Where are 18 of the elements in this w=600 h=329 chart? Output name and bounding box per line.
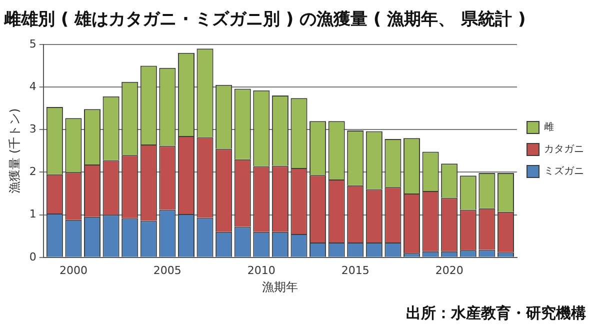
y-tick-label: 5	[29, 37, 36, 50]
x-tick-label: 2020	[435, 264, 464, 277]
x-tick-label: 2010	[247, 264, 276, 277]
x-axis-title: 漁期年	[262, 280, 298, 294]
x-tick-label: 2000	[59, 264, 88, 277]
y-tick-label: 1	[29, 208, 36, 221]
y-tick-label: 0	[29, 250, 36, 264]
legend-label: 雌	[544, 121, 554, 134]
y-tick-label: 3	[29, 122, 36, 136]
y-tick-label: 2	[29, 165, 36, 178]
legend-label: カタガニ	[544, 144, 584, 156]
text: 出所：水産教育・研究機構	[406, 304, 586, 323]
x-tick-label: 2005	[153, 264, 182, 277]
x-tick-label: 2015	[341, 264, 370, 277]
chart-title: 雌雄別 ( 雄はカタガニ · ミズガニ別 ) の漁獲量 ( 漁期年、 県統計 )	[3, 10, 526, 30]
legend-label: ミズガニ	[544, 165, 584, 178]
y-axis-title: 漁獲量 (千トン)	[7, 108, 22, 194]
y-tick-label: 4	[29, 80, 36, 93]
